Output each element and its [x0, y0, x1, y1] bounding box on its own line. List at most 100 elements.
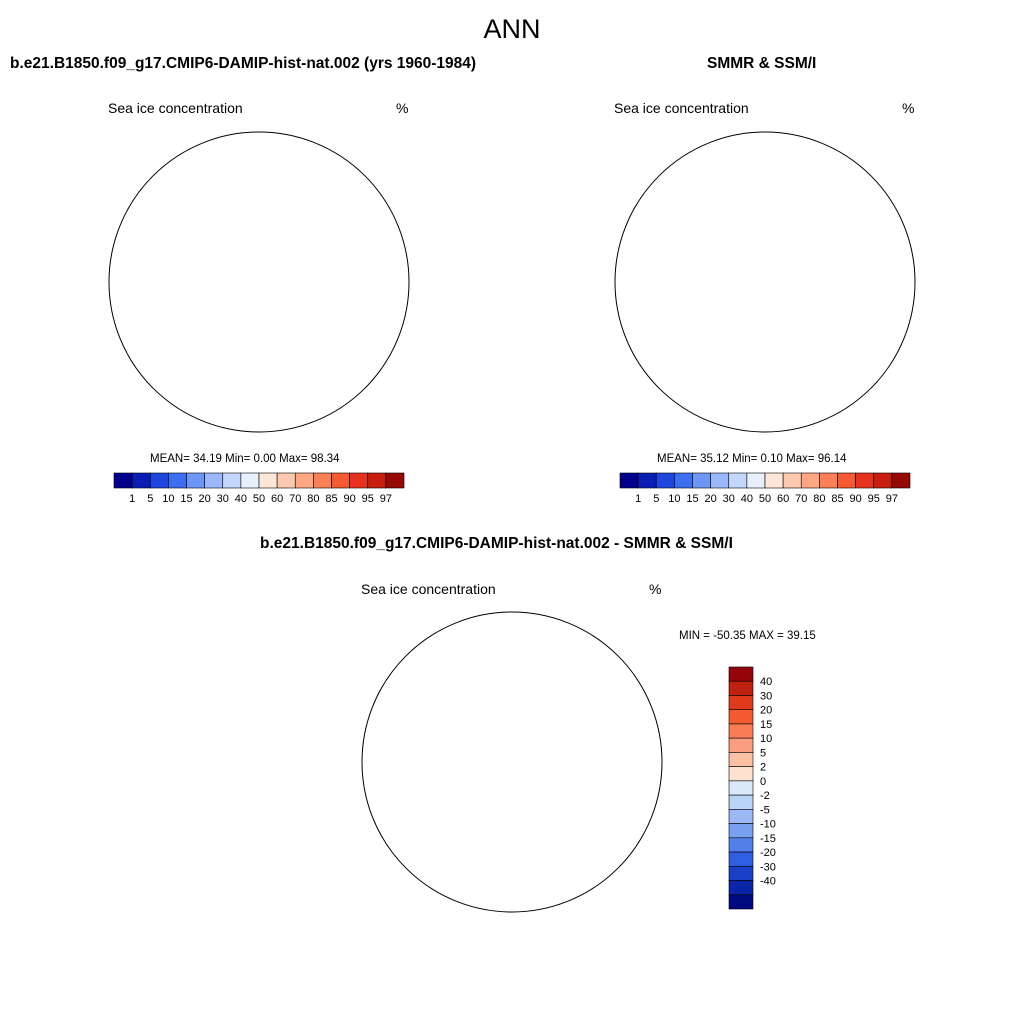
panel3-colorbar-tick-label: 15	[760, 719, 772, 731]
panel3-colorbar-swatch	[728, 823, 754, 839]
panel1-colorbar-swatch	[385, 472, 405, 489]
panel1-colorbar-tick-label: 90	[344, 493, 356, 505]
panel2-variable-label: Sea ice concentration	[614, 100, 749, 116]
panel3-colorbar-tick-label: 5	[760, 747, 766, 759]
panel2-colorbar-swatch	[637, 472, 657, 489]
panel3-map	[361, 611, 663, 913]
panel2-colorbar: 1 5 10 15 20 30 40 50 60 70 80 85 90 95 97	[619, 472, 911, 505]
panel1-colorbar-swatch	[222, 472, 242, 489]
figure-title: ANN	[483, 14, 541, 44]
panel3-colorbar-swatch	[728, 880, 754, 896]
panel1-colorbar-tick-label: 70	[289, 493, 301, 505]
panel3-colorbar-tick-label: 0	[760, 776, 766, 788]
panel1-colorbar-tick-label: 80	[307, 493, 319, 505]
panel1-colorbar-swatch	[294, 472, 314, 489]
panel1-colorbar-tick-label: 5	[147, 493, 153, 505]
panel3-colorbar-tick-label: -15	[760, 833, 776, 845]
panel2-colorbar-swatch	[819, 472, 838, 489]
panel1-colorbar-swatch	[168, 472, 187, 489]
panel3-colorbar-swatch	[728, 752, 754, 767]
panel3-colorbar-tick-label: -30	[760, 861, 776, 873]
panel2-colorbar-swatch	[710, 472, 730, 489]
panel2-colorbar-swatch	[764, 472, 784, 489]
panel2-colorbar-tick-label: 90	[850, 493, 862, 505]
panel3-colorbar-swatch	[728, 723, 754, 739]
panel1-colorbar-swatch	[149, 472, 169, 489]
panel2-colorbar-swatch	[655, 472, 675, 489]
panel3-colorbar-tick-label: -20	[760, 847, 776, 859]
panel3-colorbar-tick-label: 40	[760, 676, 772, 688]
panel2-colorbar-tick-label: 10	[668, 493, 680, 505]
panel2-colorbar-tick-label: 30	[723, 493, 735, 505]
panel3-colorbar-swatch	[728, 695, 754, 711]
panel2-colorbar-swatch	[800, 472, 820, 489]
panel3-colorbar-swatch	[728, 766, 754, 782]
panel2-colorbar-tick-label: 20	[705, 493, 717, 505]
panel1-title: b.e21.B1850.f09_g17.CMIP6-DAMIP-hist-nat…	[10, 55, 477, 72]
panel1-colorbar-tick-label: 95	[362, 493, 374, 505]
panel3-colorbar-tick-label: 2	[760, 762, 766, 774]
panel3-colorbar-tick-label: -2	[760, 790, 770, 802]
panel1-colorbar-tick-label: 97	[380, 493, 392, 505]
panel3-colorbar-tick-label: 10	[760, 733, 772, 745]
panel2-colorbar-tick-label: 80	[813, 493, 825, 505]
panel2-colorbar-swatch	[728, 472, 748, 489]
panel3-colorbar-swatch	[728, 809, 754, 824]
panel3-colorbar-tick-label: -5	[760, 804, 770, 816]
panel1-colorbar-tick-label: 1	[129, 493, 135, 505]
panel2-colorbar-tick-label: 60	[777, 493, 789, 505]
panel1-units: %	[396, 100, 409, 116]
panel3-colorbar-tick-label: 30	[760, 690, 772, 702]
panel1-colorbar-tick-label: 15	[180, 493, 192, 505]
panel2-colorbar-swatch	[837, 472, 856, 489]
panel3-colorbar-swatch	[728, 666, 754, 682]
panel2-colorbar-swatch	[873, 472, 893, 489]
panel2-colorbar-tick-label: 40	[741, 493, 753, 505]
panel3-colorbar-swatch	[728, 794, 754, 810]
panel3-colorbar-tick-label: -40	[760, 876, 776, 888]
panel2-colorbar-tick-label: 50	[759, 493, 771, 505]
panel2-colorbar-tick-label: 95	[868, 493, 880, 505]
panel3-title: b.e21.B1850.f09_g17.CMIP6-DAMIP-hist-nat…	[260, 535, 733, 552]
panel2-stats: MEAN= 35.12 Min= 0.10 Max= 96.14	[657, 453, 847, 465]
panel3-colorbar-swatch	[728, 737, 754, 753]
panel3-units: %	[649, 581, 662, 597]
panel3-colorbar-swatch	[728, 837, 754, 853]
panel1-colorbar-swatch	[113, 472, 133, 489]
panel2-units: %	[902, 100, 915, 116]
panel1-colorbar-tick-label: 30	[217, 493, 229, 505]
panel1-colorbar-swatch	[367, 472, 387, 489]
panel2-colorbar-swatch	[692, 472, 711, 489]
panel2-map	[614, 131, 916, 433]
panel1-map	[108, 131, 410, 433]
panel1-stats: MEAN= 34.19 Min= 0.00 Max= 98.34	[150, 453, 340, 465]
panel1-colorbar-swatch	[331, 472, 350, 489]
panel1-colorbar-tick-label: 50	[253, 493, 265, 505]
panel3-stats: MIN = -50.35 MAX = 39.15	[679, 630, 816, 642]
panel3-colorbar-swatch	[728, 709, 754, 725]
panel2-colorbar-tick-label: 85	[831, 493, 843, 505]
panel1-colorbar-swatch	[204, 472, 224, 489]
panel2-colorbar-swatch	[782, 472, 802, 489]
panel1-colorbar-tick-label: 10	[162, 493, 174, 505]
panel1-colorbar-swatch	[186, 472, 205, 489]
panel3-colorbar-tick-label: -10	[760, 819, 776, 831]
panel2-colorbar-swatch	[891, 472, 911, 489]
panel2-colorbar-swatch	[674, 472, 693, 489]
panel3-variable-label: Sea ice concentration	[361, 581, 496, 597]
panel1-colorbar: 1 5 10 15 20 30 40 50 60 70 80 85 90 95 97	[113, 472, 405, 505]
panel1-colorbar-tick-label: 85	[325, 493, 337, 505]
panel1-colorbar-swatch	[349, 472, 369, 489]
panel1-colorbar-tick-label: 40	[235, 493, 247, 505]
panel1-variable-label: Sea ice concentration	[108, 100, 243, 116]
panel3-colorbar-swatch	[728, 680, 754, 696]
panel2-colorbar-swatch	[619, 472, 639, 489]
panel2-colorbar-tick-label: 97	[886, 493, 898, 505]
panel1-colorbar-swatch	[240, 472, 260, 489]
panel2-title: SMMR & SSM/I	[707, 55, 817, 72]
panel2-colorbar-tick-label: 1	[635, 493, 641, 505]
panel1-colorbar-swatch	[276, 472, 296, 489]
panel2-colorbar-tick-label: 15	[686, 493, 698, 505]
